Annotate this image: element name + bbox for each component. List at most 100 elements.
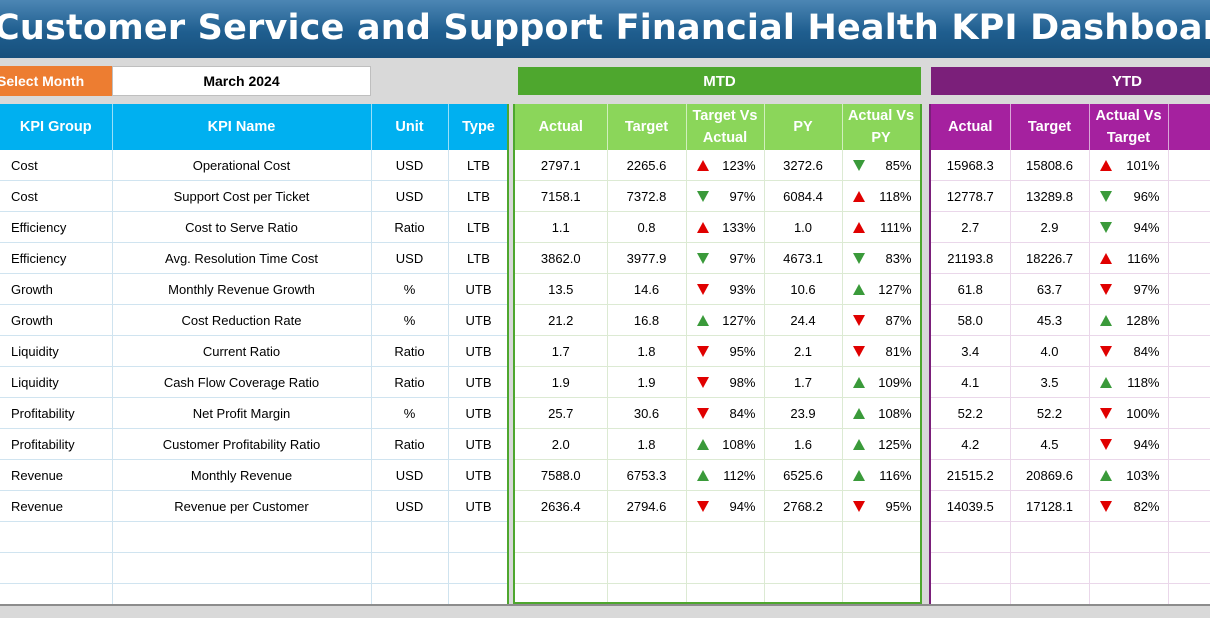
mtd-target-vs-actual-cell: 112% [686,459,765,491]
ytd-actual-vs-target-cell: 84% [1089,335,1169,367]
kpi-group-cell: Liquidity [0,335,113,367]
mtd-target-vs-actual-cell: 98% [686,366,765,398]
mtd-actual-vs-py-cell: 116% [842,459,920,491]
kpi-group-cell: Revenue [0,459,113,491]
arrow-down-icon [696,407,709,419]
arrow-down-icon [852,345,865,357]
arrow-up-icon [696,469,709,481]
table-row: Revenue Monthly Revenue USD UTB [0,459,507,491]
mtd-section-header: MTD [518,67,921,95]
mtd-target-cell: 14.6 [607,273,687,305]
arrow-down-icon [852,252,865,264]
percent-value: 118% [879,188,912,204]
empty-cell [371,552,449,584]
arrow-up-icon [1099,314,1112,326]
arrow-down-icon [696,190,709,202]
empty-row [0,552,507,584]
table-row: Cost Support Cost per Ticket USD LTB [0,180,507,212]
arrow-up-icon [696,314,709,326]
percent-value: 82% [1133,498,1160,514]
arrow-down-icon [852,314,865,326]
empty-row [0,521,507,553]
unit-cell: USD [371,459,449,491]
mtd-target-vs-actual-cell: 97% [686,180,765,212]
arrow-down-icon [1099,190,1112,202]
percent-value: 94% [1133,436,1160,452]
empty-cell [1168,583,1210,604]
table-row: Growth Monthly Revenue Growth% UTB [0,273,507,305]
unit-cell: Ratio [371,211,449,243]
mtd-target-cell: 1.8 [607,428,687,460]
percent-value: 84% [1133,343,1160,359]
mtd-py-cell: 3272.6 [764,150,843,181]
mtd-actual-cell: 3862.0 [515,242,608,274]
kpi-header-unit: Unit [371,104,449,150]
kpi-name-cell: Monthly Revenue [112,459,372,491]
kpi-group-cell: Efficiency [0,242,113,274]
mtd-actual-cell: 1.7 [515,335,608,367]
unit-cell: Ratio [371,335,449,367]
mtd-table: Actual Target Target Vs Actual PY Actual Vs … [515,104,920,602]
arrow-down-icon [1099,438,1112,450]
kpi-name-cell: Monthly Revenue Growth [112,273,372,305]
arrow-up-icon [1099,252,1112,264]
mtd-target-vs-actual-cell: 133% [686,211,765,243]
empty-cell [371,521,449,553]
mtd-header-actual: Actual [515,104,608,150]
ytd-target-cell: 4.0 [1010,335,1090,367]
arrow-up-icon [852,190,865,202]
mtd-target-vs-actual-cell: 84% [686,397,765,429]
type-cell: UTB [448,428,507,460]
mtd-actual-vs-py-cell: 95% [842,490,920,522]
unit-cell: % [371,397,449,429]
mtd-py-cell: 2.1 [764,335,843,367]
kpi-group-cell: Liquidity [0,366,113,398]
ytd-py-cell: 1137 [1168,180,1210,212]
ytd-target-cell: 13289.8 [1010,180,1090,212]
arrow-down-icon [1099,283,1112,295]
empty-cell [686,521,765,553]
mtd-py-cell: 2768.2 [764,490,843,522]
percent-value: 94% [729,498,756,514]
mtd-actual-cell: 1.1 [515,211,608,243]
empty-cell [1010,521,1090,553]
table-row: 13.5 14.6 93% 10.6 127% [515,273,920,305]
mtd-actual-vs-py-cell: 83% [842,242,920,274]
percent-value: 116% [1127,250,1160,266]
mtd-target-cell: 1.9 [607,366,687,398]
kpi-name-cell: Support Cost per Ticket [112,180,372,212]
month-selector-dropdown[interactable]: March 2024 [112,66,371,96]
percent-value: 123% [722,157,756,173]
table-row: 2797.1 2265.6 123% 3272.6 85% [515,150,920,181]
ytd-actual-vs-target-cell: 96% [1089,180,1169,212]
percent-value: 133% [722,219,756,235]
ytd-actual-vs-target-cell: 128% [1089,304,1169,336]
type-cell: UTB [448,304,507,336]
arrow-up-icon [852,469,865,481]
arrow-up-icon [852,407,865,419]
kpi-group-cell: Growth [0,273,113,305]
ytd-py-cell: 65 [1168,273,1210,305]
table-row: Cost Operational Cost USD LTB [0,150,507,181]
kpi-name-cell: Operational Cost [112,150,372,181]
percent-value: 95% [885,498,912,514]
ytd-py-cell: 48 [1168,304,1210,336]
percent-value: 128% [1126,312,1160,328]
arrow-down-icon [1099,500,1112,512]
ytd-py-cell: 2194 [1168,459,1210,491]
mtd-target-cell: 2794.6 [607,490,687,522]
table-row: Efficiency Avg. Resolution Time Cost USD LT… [0,242,507,274]
arrow-down-icon [696,376,709,388]
ytd-actual-cell: 61.8 [931,273,1011,305]
mtd-actual-cell: 7588.0 [515,459,608,491]
empty-cell [1010,583,1090,604]
type-cell: UTB [448,490,507,522]
empty-cell [607,583,687,602]
arrow-down-icon [852,500,865,512]
ytd-actual-cell: 52.2 [931,397,1011,429]
ytd-actual-vs-target-cell: 94% [1089,428,1169,460]
table-row: Liquidity Cash Flow Coverage Ratio Ratio UT… [0,366,507,398]
mtd-target-cell: 30.6 [607,397,687,429]
type-cell: LTB [448,150,507,181]
